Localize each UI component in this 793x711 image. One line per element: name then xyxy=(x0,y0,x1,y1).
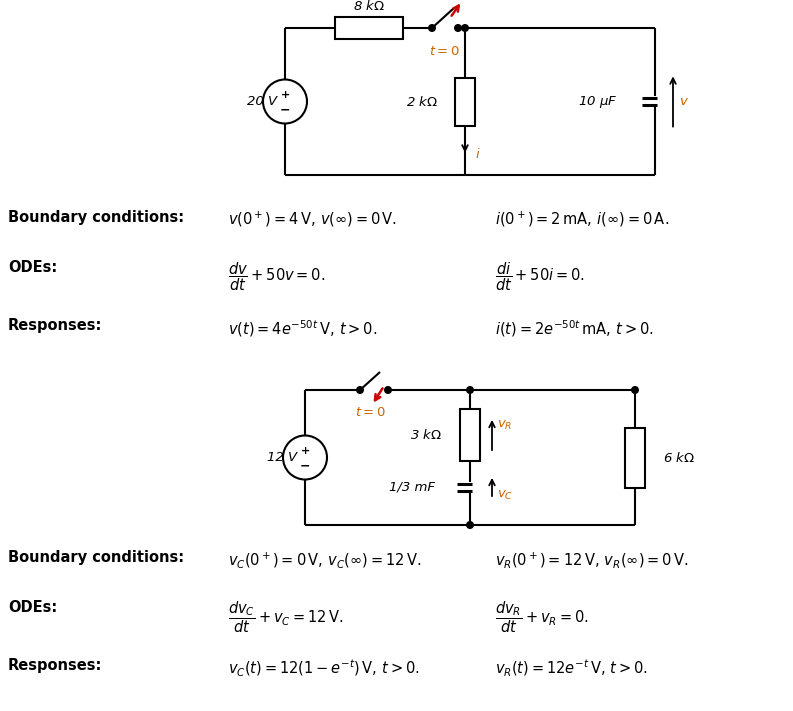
Text: +: + xyxy=(301,446,309,456)
Text: 8 k$\Omega$: 8 k$\Omega$ xyxy=(353,0,385,13)
Circle shape xyxy=(357,387,363,393)
Circle shape xyxy=(632,387,638,393)
Bar xyxy=(335,17,403,39)
Circle shape xyxy=(385,387,391,393)
Text: 20 V: 20 V xyxy=(247,95,277,108)
Text: $i(0^+) = 2\,\mathrm{mA},\,i(\infty) = 0\,\mathrm{A}.$: $i(0^+) = 2\,\mathrm{mA},\,i(\infty) = 0… xyxy=(495,210,669,230)
Text: Responses:: Responses: xyxy=(8,658,102,673)
Text: 12 V: 12 V xyxy=(267,451,297,464)
Text: $v_C(t) = 12(1 - e^{-t})\,\mathrm{V},\,t > 0.$: $v_C(t) = 12(1 - e^{-t})\,\mathrm{V},\,t… xyxy=(228,658,419,679)
Text: Boundary conditions:: Boundary conditions: xyxy=(8,210,184,225)
Text: 6 k$\Omega$: 6 k$\Omega$ xyxy=(663,451,695,464)
Text: ODEs:: ODEs: xyxy=(8,600,57,615)
Text: $\dfrac{dv_C}{dt} + v_C = 12\,\mathrm{V}.$: $\dfrac{dv_C}{dt} + v_C = 12\,\mathrm{V}… xyxy=(228,600,343,635)
Text: $\dfrac{dv}{dt} + 50v = 0.$: $\dfrac{dv}{dt} + 50v = 0.$ xyxy=(228,260,325,292)
Bar xyxy=(455,77,475,126)
Circle shape xyxy=(462,25,469,31)
Text: $\dfrac{dv_R}{dt} + v_R = 0.$: $\dfrac{dv_R}{dt} + v_R = 0.$ xyxy=(495,600,589,635)
Bar xyxy=(460,409,480,461)
Text: $i(t) = 2e^{-50t}\,\mathrm{mA},\,t > 0.$: $i(t) = 2e^{-50t}\,\mathrm{mA},\,t > 0.$ xyxy=(495,318,654,338)
Text: $v_R$: $v_R$ xyxy=(497,419,512,432)
Text: $v_R(0^+) = 12\,\mathrm{V},\,v_R(\infty) = 0\,\mathrm{V}.$: $v_R(0^+) = 12\,\mathrm{V},\,v_R(\infty)… xyxy=(495,550,688,570)
Text: Responses:: Responses: xyxy=(8,318,102,333)
Text: ODEs:: ODEs: xyxy=(8,260,57,275)
Text: 1/3 mF: 1/3 mF xyxy=(389,481,435,493)
Circle shape xyxy=(429,25,435,31)
Text: $v_C$: $v_C$ xyxy=(497,488,513,501)
Text: Boundary conditions:: Boundary conditions: xyxy=(8,550,184,565)
Text: 2 k$\Omega$: 2 k$\Omega$ xyxy=(406,95,438,109)
Bar xyxy=(625,427,645,488)
Text: $v(t) = 4e^{-50t}\,\mathrm{V},\,t > 0.$: $v(t) = 4e^{-50t}\,\mathrm{V},\,t > 0.$ xyxy=(228,318,377,338)
Text: 10 $\mu$F: 10 $\mu$F xyxy=(578,94,617,109)
Text: 3 k$\Omega$: 3 k$\Omega$ xyxy=(410,428,442,442)
Text: $v_R(t) = 12e^{-t}\,\mathrm{V},\,t > 0.$: $v_R(t) = 12e^{-t}\,\mathrm{V},\,t > 0.$ xyxy=(495,658,648,679)
Text: −: − xyxy=(280,104,290,117)
Text: $t=0$: $t=0$ xyxy=(354,406,385,419)
Text: −: − xyxy=(300,460,310,473)
Text: $t=0$: $t=0$ xyxy=(428,45,459,58)
Circle shape xyxy=(454,25,462,31)
Circle shape xyxy=(467,522,473,528)
Text: $v$: $v$ xyxy=(679,95,689,108)
Text: $v_C(0^+) = 0\,\mathrm{V},\,v_C(\infty) = 12\,\mathrm{V}.$: $v_C(0^+) = 0\,\mathrm{V},\,v_C(\infty) … xyxy=(228,550,422,570)
Text: +: + xyxy=(281,90,289,100)
Text: $v(0^+) = 4\,\mathrm{V},\,v(\infty) = 0\,\mathrm{V}.$: $v(0^+) = 4\,\mathrm{V},\,v(\infty) = 0\… xyxy=(228,210,397,230)
Text: $\dfrac{di}{dt} + 50i = 0.$: $\dfrac{di}{dt} + 50i = 0.$ xyxy=(495,260,585,292)
Text: $i$: $i$ xyxy=(475,146,481,161)
Circle shape xyxy=(467,387,473,393)
